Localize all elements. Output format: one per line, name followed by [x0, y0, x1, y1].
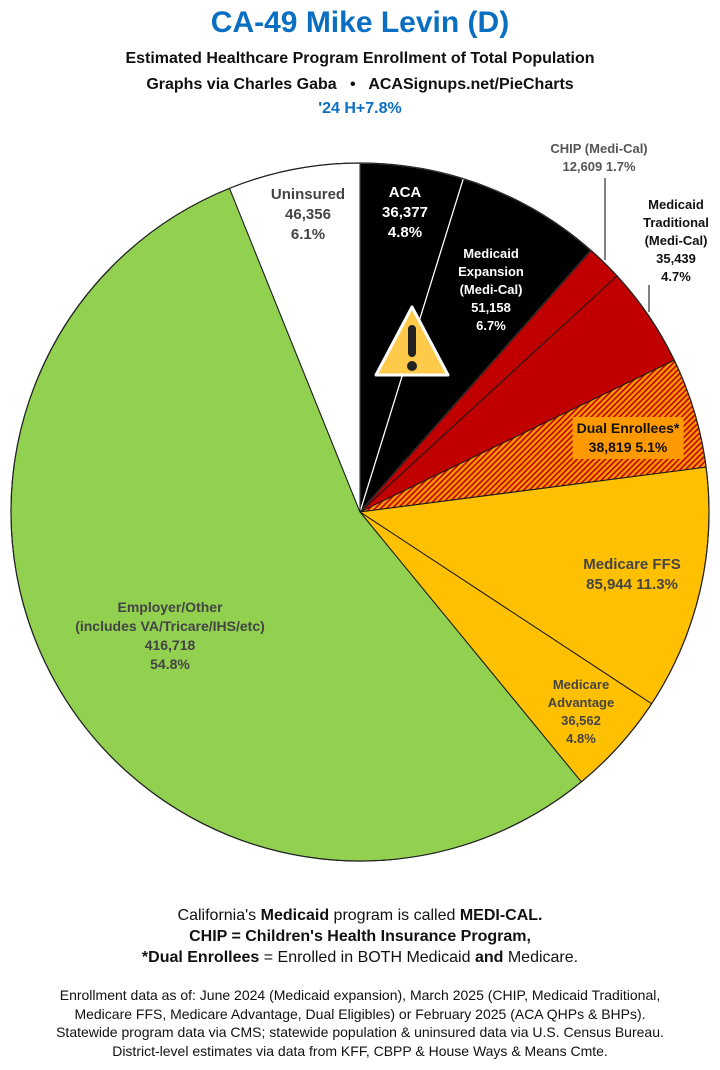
slice-label: Employer/Other	[117, 599, 223, 615]
slice-sublabel: (includes VA/Tricare/IHS/etc)	[75, 618, 265, 634]
slice-value-text: 36,377	[382, 204, 428, 221]
chart-title: CA-49 Mike Levin (D)	[210, 6, 510, 39]
slice-percent-text: 4.8%	[566, 731, 596, 746]
slice-label-line: (Medi-Cal)	[644, 233, 708, 248]
note-text: CHIP = Children's Health Insurance Progr…	[189, 928, 531, 945]
slice-value-text: 36,562	[561, 713, 601, 728]
notes: California's Medicaid program is called …	[0, 905, 720, 968]
slice-percent-text: 4.7%	[661, 269, 691, 284]
slice-value-percent: 38,819 5.1%	[577, 438, 680, 457]
note-text: *Dual Enrollees	[141, 949, 260, 966]
note-text: Medicaid	[260, 907, 330, 924]
slice-label: ACA 36,377 4.8%	[382, 183, 428, 243]
note-text: MEDI-CAL.	[459, 907, 543, 924]
slice-label: CHIP (Medi-Cal)	[550, 141, 648, 156]
slice-value-percent: 12,609 1.7%	[550, 158, 647, 176]
slice-label-line: Advantage	[547, 695, 615, 710]
slice-label-line: Medicare	[552, 677, 610, 692]
slice-label: Medicare FFS	[583, 556, 681, 573]
footer: Enrollment data as of: June 2024 (Medica…	[0, 986, 720, 1060]
note-text: program is called	[329, 907, 460, 924]
slice-value-text: 46,356	[285, 206, 331, 223]
slice-percent: 5.1%	[635, 439, 668, 455]
slice-value-text: 51,158	[471, 300, 511, 315]
slice-value: 85,944	[586, 576, 632, 593]
slice-label: Medicare FFS 85,944 11.3%	[583, 555, 681, 595]
chart-note: '24 H+7.8%	[318, 100, 402, 117]
slice-percent: 1.7%	[605, 159, 636, 174]
chart-credit: Graphs via Charles Gaba • ACASignups.net…	[146, 76, 574, 93]
slice-label-line: Medicaid	[648, 197, 704, 212]
slice-label-line: Traditional	[643, 215, 709, 230]
slice-label: Dual Enrollees*	[576, 420, 680, 436]
slice-label: Medicaid Expansion (Medi-Cal) 51,158 6.7%	[458, 245, 524, 335]
note-text: = Enrolled in BOTH Medicaid	[259, 949, 475, 966]
slice-label: Dual Enrollees* 38,819 5.1%	[572, 417, 684, 459]
slice-label: Medicare Advantage 36,562 4.8%	[548, 676, 614, 748]
note-text: and	[474, 949, 504, 966]
slice-percent-text: 54.8%	[150, 656, 190, 672]
note-text: California's	[177, 907, 261, 924]
warning-icon	[374, 305, 450, 377]
footer-line: Enrollment data as of: June 2024 (Medica…	[59, 987, 661, 1003]
slice-value: 12,609	[562, 159, 603, 174]
slice-label: Uninsured	[270, 186, 346, 203]
slice-percent-text: 6.1%	[290, 226, 326, 243]
slice-percent-text: 4.8%	[387, 224, 423, 241]
slice-label-line: Medicaid	[463, 246, 519, 261]
chart-subtitle: Estimated Healthcare Program Enrollment …	[125, 50, 595, 67]
slice-label-line: Expansion	[458, 264, 524, 279]
pie-outline	[10, 162, 710, 862]
slice-label: Medicaid Traditional (Medi-Cal) 35,439 4.7%	[643, 196, 709, 286]
slice-label: ACA	[388, 184, 422, 201]
pie-chart	[10, 162, 710, 862]
footer-line: Statewide program data via CMS; statewid…	[56, 1024, 664, 1040]
slice-label: Uninsured 46,356 6.1%	[271, 185, 345, 245]
slice-value-text: 35,439	[656, 251, 696, 266]
slice-label: Employer/Other (includes VA/Tricare/IHS/e…	[75, 598, 265, 674]
slice-value-percent: 85,944 11.3%	[583, 575, 681, 595]
slice-percent-text: 6.7%	[476, 318, 506, 333]
footer-line: District-level estimates via data from K…	[112, 1042, 608, 1059]
slice-label: CHIP (Medi-Cal) 12,609 1.7%	[550, 140, 647, 176]
note-text: Medicare.	[503, 949, 579, 966]
slice-percent: 11.3%	[636, 576, 678, 593]
slice-value: 38,819	[588, 439, 632, 455]
slice-value-text: 416,718	[144, 637, 196, 653]
footer-line: Medicare FFS, Medicare Advantage, Dual E…	[74, 1005, 646, 1022]
slice-label-line: (Medi-Cal)	[459, 282, 523, 297]
